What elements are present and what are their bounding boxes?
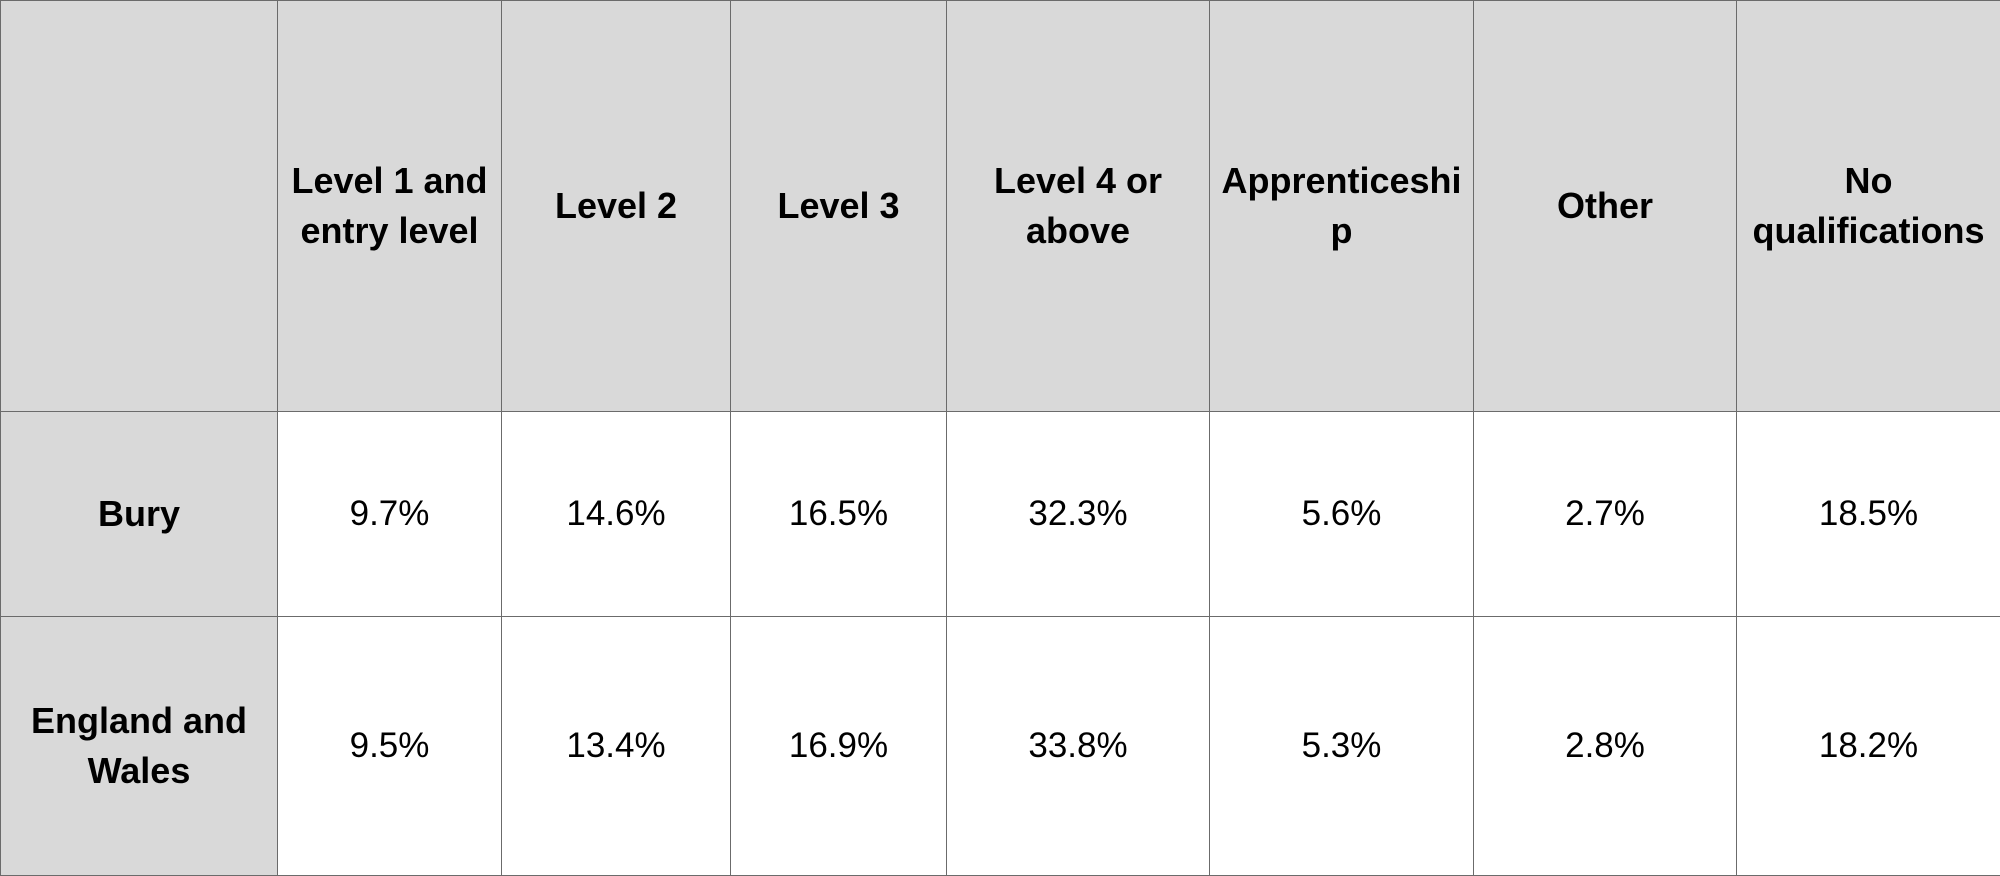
corner-cell (1, 1, 278, 412)
column-header: Level 2 (502, 1, 731, 412)
cell: 5.6% (1210, 412, 1474, 617)
cell: 16.9% (731, 617, 947, 876)
cell: 18.5% (1737, 412, 2000, 617)
cell: 9.5% (278, 617, 502, 876)
column-header: Level 1 and entry level (278, 1, 502, 412)
column-header: Level 4 or above (947, 1, 1210, 412)
cell: 14.6% (502, 412, 731, 617)
cell: 32.3% (947, 412, 1210, 617)
column-header: Other (1474, 1, 1737, 412)
cell: 5.3% (1210, 617, 1474, 876)
column-header: Level 3 (731, 1, 947, 412)
column-header: Apprenticeship (1210, 1, 1474, 412)
cell: 2.7% (1474, 412, 1737, 617)
row-header: Bury (1, 412, 278, 617)
cell: 16.5% (731, 412, 947, 617)
row-header: England and Wales (1, 617, 278, 876)
cell: 9.7% (278, 412, 502, 617)
cell: 33.8% (947, 617, 1210, 876)
column-header: No qualifications (1737, 1, 2000, 412)
cell: 18.2% (1737, 617, 2000, 876)
cell: 13.4% (502, 617, 731, 876)
cell: 2.8% (1474, 617, 1737, 876)
